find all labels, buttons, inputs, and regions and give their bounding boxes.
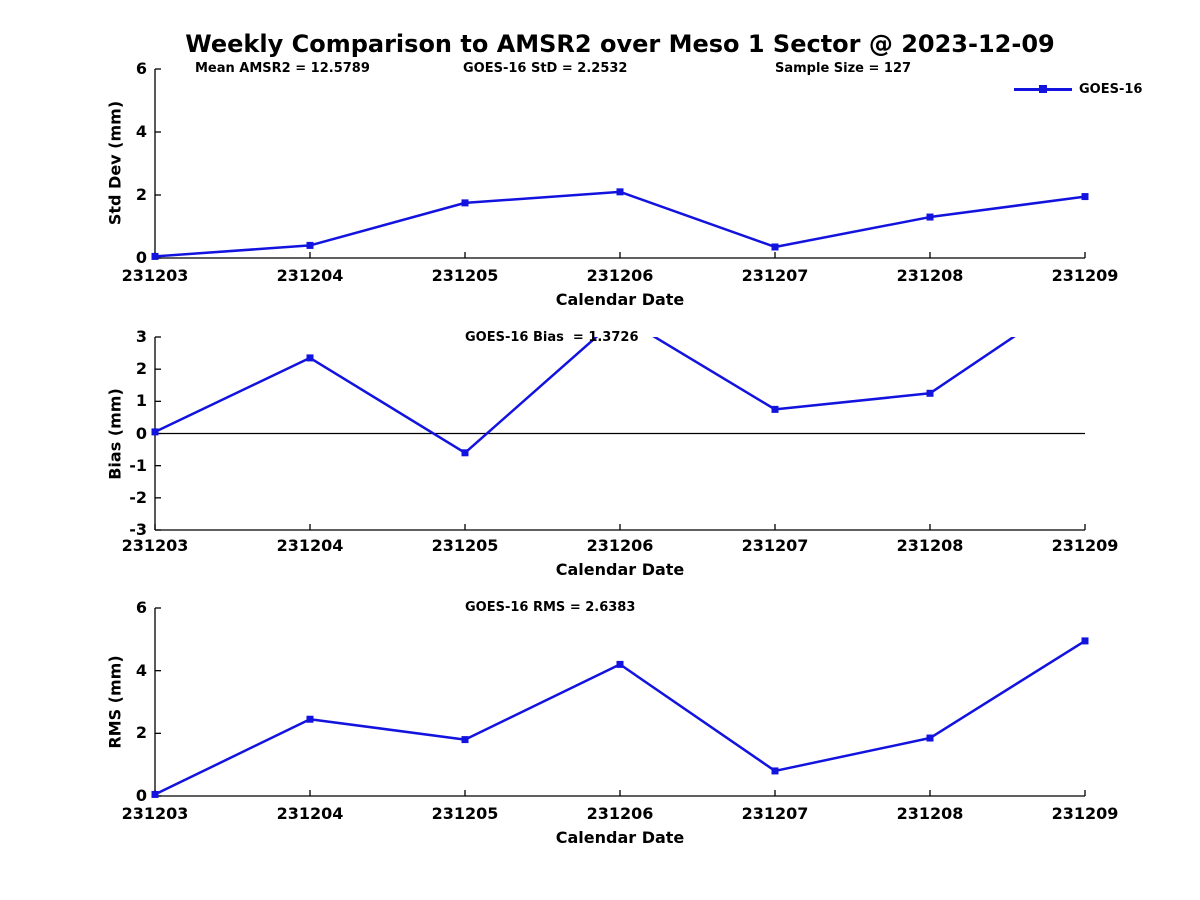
x-tick-label: 231206 (586, 804, 654, 823)
y-tick-label: 2 (135, 185, 147, 204)
annotation-goes16-bias: GOES-16 Bias = 1.3726 (465, 330, 639, 345)
series-marker (617, 313, 624, 320)
xlabel-middle: Calendar Date (555, 560, 685, 579)
x-tick-label: 231209 (1051, 266, 1119, 285)
series-marker (461, 449, 469, 457)
ylabel-std-dev: Std Dev (mm) (105, 100, 125, 226)
x-tick-label: 231209 (1051, 536, 1119, 555)
legend: GOES-16 (1014, 82, 1142, 97)
series-marker (151, 428, 159, 436)
series-marker (771, 243, 779, 251)
y-tick-label: -3 (129, 520, 147, 539)
subplot-rms-plot (151, 607, 1089, 798)
x-tick-label: 231204 (276, 804, 344, 823)
y-tick-label: 4 (135, 660, 147, 680)
series-marker (926, 389, 934, 397)
figure-title: Weekly Comparison to AMSR2 over Meso 1 S… (185, 30, 1055, 58)
x-tick-label: 231207 (741, 266, 809, 285)
annotation-goes16-rms: GOES-16 RMS = 2.6383 (465, 600, 636, 615)
series-line-goes-16 (154, 337, 1016, 455)
series-marker (1081, 637, 1089, 645)
x-tick-label: 231205 (431, 266, 499, 285)
series-marker (306, 715, 314, 723)
y-tick-label: 2 (135, 359, 147, 379)
legend-label: GOES-16 (1079, 82, 1143, 97)
annotation-sample-size: Sample Size = 127 (775, 61, 912, 76)
subplot-bias-plot (151, 313, 1086, 531)
series-marker (306, 354, 314, 362)
series-marker (616, 660, 624, 668)
x-tick-label: 231204 (276, 536, 344, 555)
series-marker (926, 734, 934, 742)
y-tick-label: 3 (135, 327, 147, 346)
series-marker (151, 790, 159, 798)
x-tick-label: 231205 (431, 536, 499, 555)
y-tick-label: 6 (135, 598, 147, 617)
xlabel-bottom: Calendar Date (555, 828, 685, 847)
series-line-goes-16 (154, 190, 1086, 258)
y-tick-label: 6 (135, 59, 147, 78)
legend-square-marker (1039, 85, 1047, 93)
xlabel-top: Calendar Date (555, 290, 685, 309)
x-tick-label: 231209 (1051, 804, 1119, 823)
series-marker (306, 241, 314, 249)
x-tick-label: 231206 (586, 266, 654, 285)
x-tick-label: 231203 (121, 804, 189, 823)
x-tick-label: 231208 (896, 804, 964, 823)
series-marker (926, 213, 934, 221)
y-tick-label: 0 (135, 423, 147, 443)
y-tick-label: 0 (135, 248, 147, 267)
y-tick-label: 1 (135, 391, 147, 411)
x-tick-label: 231207 (741, 536, 809, 555)
x-tick-label: 231207 (741, 804, 809, 823)
y-tick-label: -1 (129, 455, 147, 475)
y-tick-label: 0 (135, 786, 147, 805)
series-marker (771, 405, 779, 413)
y-tick-label: -2 (129, 487, 147, 507)
x-tick-label: 231204 (276, 266, 344, 285)
x-tick-label: 231203 (121, 536, 189, 555)
subplot-std-dev-plot (151, 68, 1089, 260)
series-marker (616, 188, 624, 196)
series-marker (461, 199, 469, 207)
legend-line-sample (1014, 85, 1072, 93)
x-tick-label: 231208 (896, 266, 964, 285)
x-tick-label: 231206 (586, 536, 654, 555)
y-tick-label: 4 (135, 122, 147, 141)
series-marker (771, 767, 779, 775)
annotation-goes16-std: GOES-16 StD = 2.2532 (463, 61, 628, 76)
series-marker (461, 736, 469, 744)
series-marker (151, 252, 159, 260)
x-tick-label: 231205 (431, 804, 499, 823)
x-tick-label: 231208 (896, 536, 964, 555)
annotation-mean-amsr2: Mean AMSR2 = 12.5789 (195, 61, 370, 76)
x-tick-label: 231203 (121, 266, 189, 285)
series-marker (1081, 193, 1089, 201)
y-tick-label: 2 (135, 723, 147, 743)
